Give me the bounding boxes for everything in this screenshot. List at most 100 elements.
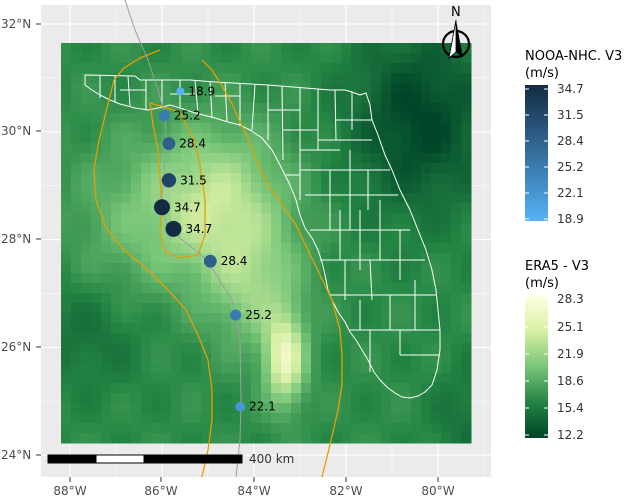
raster-cell — [291, 153, 302, 164]
raster-cell — [411, 203, 422, 214]
raster-cell — [331, 63, 342, 74]
raster-cell — [371, 243, 382, 254]
raster-cell — [351, 173, 362, 184]
raster-cell — [371, 283, 382, 294]
raster-cell — [251, 163, 262, 174]
raster-cell — [131, 413, 142, 424]
raster-cell — [261, 263, 272, 274]
raster-cell — [81, 153, 92, 164]
raster-cell — [191, 263, 202, 274]
raster-cell — [281, 383, 292, 394]
raster-cell — [71, 163, 82, 174]
raster-cell — [281, 413, 292, 424]
raster-cell — [301, 153, 312, 164]
raster-cell — [351, 263, 362, 274]
raster-cell — [241, 263, 252, 274]
raster-cell — [461, 343, 472, 354]
raster-cell — [151, 153, 162, 164]
raster-cell — [421, 403, 432, 414]
raster-cell — [211, 103, 222, 114]
raster-cell — [201, 113, 212, 124]
raster-cell — [311, 113, 322, 124]
raster-cell — [211, 163, 222, 174]
raster-cell — [431, 343, 442, 354]
raster-cell — [271, 283, 282, 294]
raster-cell — [351, 223, 362, 234]
raster-cell — [301, 253, 312, 264]
raster-cell — [371, 153, 382, 164]
raster-cell — [321, 333, 332, 344]
raster-cell — [281, 253, 292, 264]
raster-cell — [301, 283, 312, 294]
raster-cell — [341, 133, 352, 144]
raster-cell — [301, 143, 312, 154]
raster-cell — [101, 243, 112, 254]
raster-cell — [201, 413, 212, 424]
raster-cell — [71, 373, 82, 384]
raster-cell — [221, 423, 232, 434]
raster-cell — [231, 163, 242, 174]
raster-cell — [201, 373, 212, 384]
raster-cell — [351, 233, 362, 244]
raster-cell — [291, 413, 302, 424]
raster-cell — [281, 393, 292, 404]
raster-cell — [391, 363, 402, 374]
raster-cell — [451, 223, 462, 234]
raster-cell — [101, 263, 112, 274]
raster-cell — [271, 263, 282, 274]
raster-cell — [341, 313, 352, 324]
raster-cell — [341, 303, 352, 314]
raster-cell — [201, 273, 212, 284]
raster-cell — [181, 283, 192, 294]
raster-cell — [361, 73, 372, 84]
raster-cell — [421, 123, 432, 134]
raster-cell — [411, 153, 422, 164]
cone-inner — [149, 102, 206, 259]
raster-cell — [131, 403, 142, 414]
raster-cell — [301, 383, 312, 394]
raster-cell — [61, 203, 72, 214]
raster-cell — [251, 333, 262, 344]
raster-cell — [371, 373, 382, 384]
raster-cell — [141, 373, 152, 384]
raster-cell — [281, 303, 292, 314]
lon-tick-86: 86°W — [144, 484, 177, 496]
raster-cell — [251, 343, 262, 354]
raster-cell — [91, 383, 102, 394]
raster-cell — [371, 333, 382, 344]
raster-cell — [401, 393, 412, 404]
raster-cell — [231, 133, 242, 144]
track-point-label: 18.9 — [188, 84, 215, 98]
raster-cell — [251, 113, 262, 124]
raster-cell — [71, 303, 82, 314]
raster-cell — [151, 223, 162, 234]
raster-cell — [431, 63, 442, 74]
raster-cell — [261, 363, 272, 374]
raster-cell — [331, 193, 342, 204]
raster-cell — [431, 163, 442, 174]
raster-cell — [201, 53, 212, 64]
raster-cell — [421, 233, 432, 244]
raster-cell — [381, 233, 392, 244]
raster-cell — [311, 173, 322, 184]
raster-cell — [341, 153, 352, 164]
raster-cell — [241, 133, 252, 144]
raster-cell — [221, 53, 232, 64]
raster-cell — [261, 173, 272, 184]
raster-cell — [81, 433, 92, 444]
lat-axis — [36, 23, 41, 456]
raster-cell — [191, 123, 202, 134]
raster-cell — [301, 63, 312, 74]
raster-cell — [371, 343, 382, 354]
raster-cell — [231, 413, 242, 424]
raster-cell — [421, 163, 432, 174]
raster-cell — [321, 123, 332, 134]
raster-cell — [111, 163, 122, 174]
raster-cell — [271, 363, 282, 374]
raster-cell — [171, 103, 182, 114]
raster-cell — [81, 203, 92, 214]
raster-cell — [121, 433, 132, 444]
raster-cell — [401, 363, 412, 374]
raster-cell — [311, 53, 322, 64]
raster-cell — [161, 383, 172, 394]
